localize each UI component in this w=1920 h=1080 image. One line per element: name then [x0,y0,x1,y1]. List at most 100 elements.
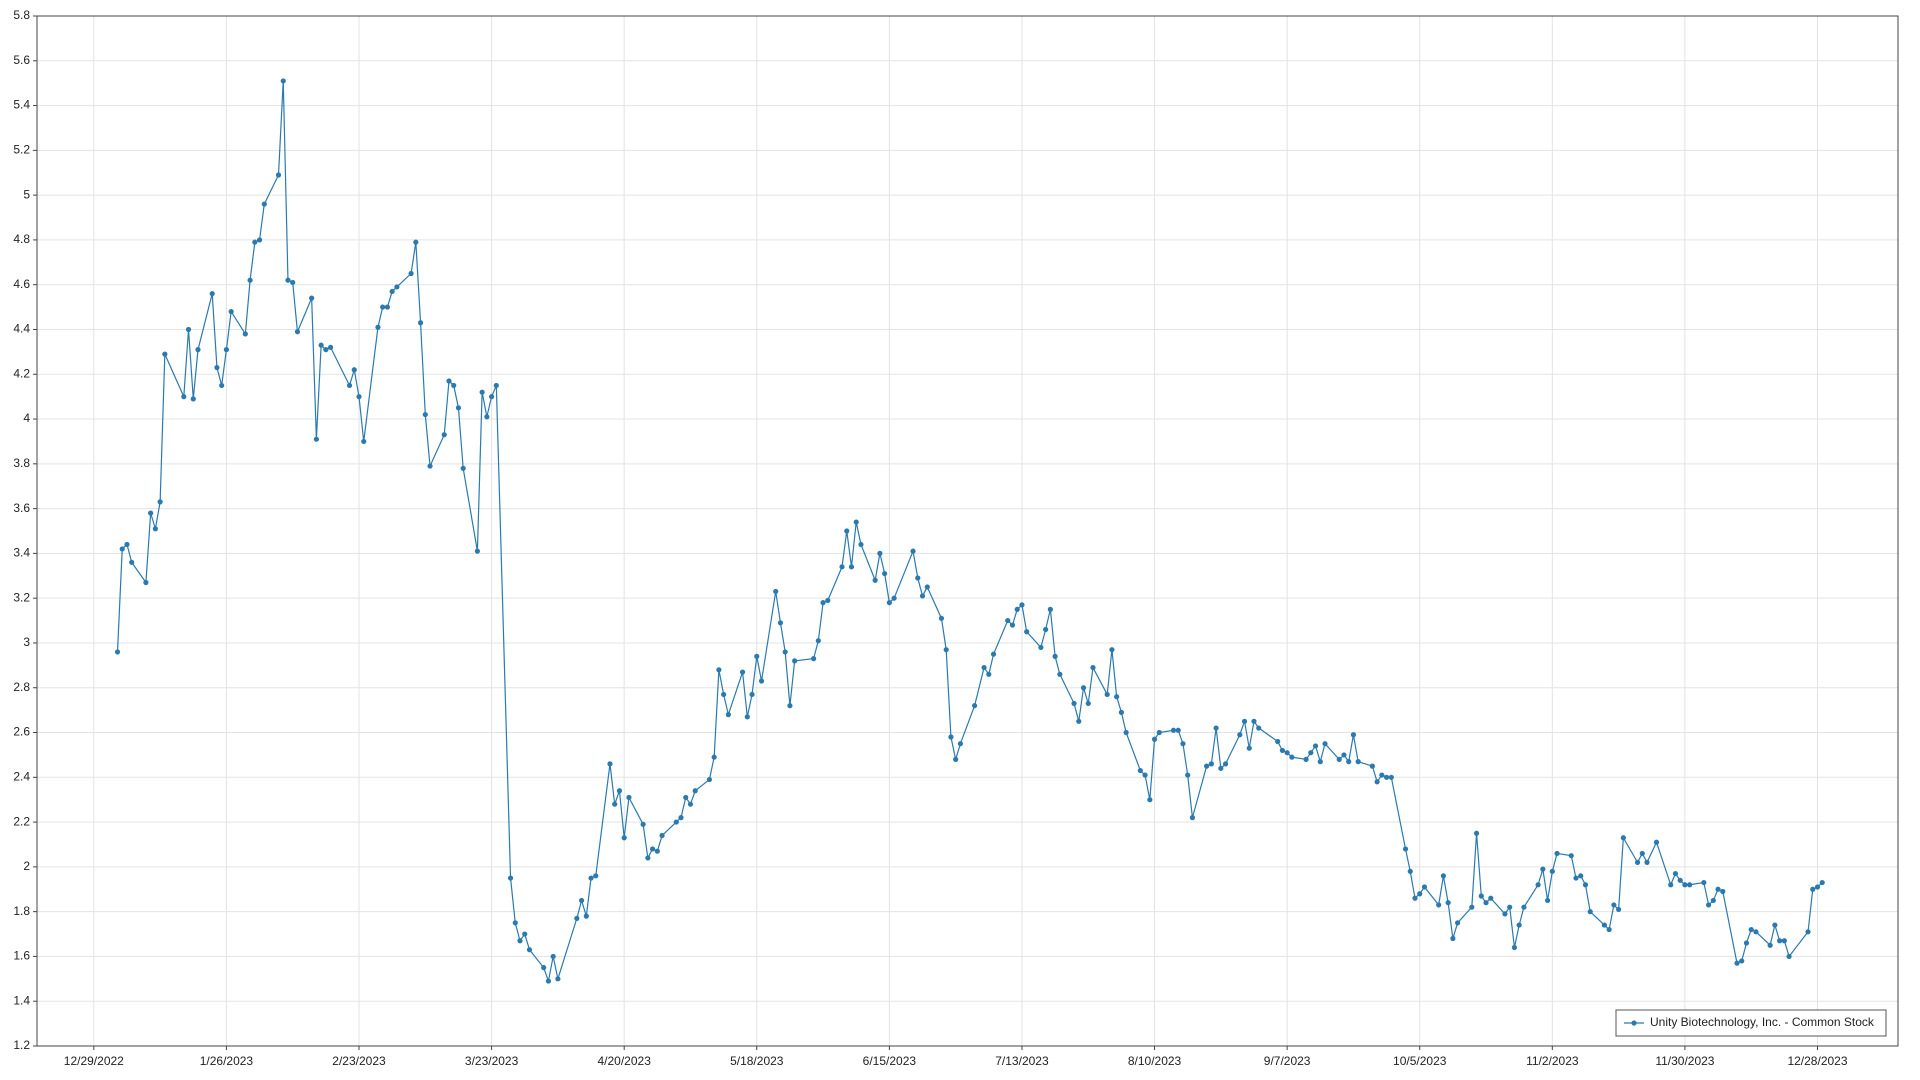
x-tick-label: 8/10/2023 [1128,1054,1182,1068]
data-point [1436,902,1442,908]
data-point [659,832,665,839]
data-point [1578,873,1584,879]
data-point [593,873,599,879]
data-point [649,846,656,852]
data-point [346,382,353,389]
data-point [1814,884,1821,890]
data-point [1289,754,1295,760]
data-point [972,703,978,709]
data-point [910,548,916,554]
data-point [1502,911,1508,917]
data-point [1080,685,1087,691]
data-point [427,463,433,469]
data-point [446,378,452,384]
data-point [181,394,187,400]
data-point [247,277,253,283]
y-tick-label: 3 [23,635,30,649]
y-tick-label: 4.2 [13,366,30,380]
x-tick-label: 10/5/2023 [1393,1054,1447,1068]
data-point [848,564,855,570]
legend-box [1615,1009,1887,1037]
data-point [758,678,765,684]
data-point [678,815,684,821]
data-point [380,304,386,310]
data-point [891,595,897,601]
data-point [493,382,499,389]
data-point [948,734,954,740]
data-point [1137,767,1143,774]
data-point [1218,765,1224,771]
data-point [479,389,485,395]
data-point [811,656,817,662]
data-point [1350,732,1357,738]
data-point [1554,850,1560,857]
data-point [844,528,850,534]
data-point [389,288,395,295]
x-tick-label: 6/15/2023 [863,1054,917,1068]
y-tick-label: 5.4 [13,98,30,112]
data-point [1672,870,1679,877]
data-point [214,364,220,371]
data-point [285,277,291,283]
data-point [957,741,963,747]
data-point [1374,779,1380,785]
data-point [1308,750,1314,756]
y-tick-label: 4.4 [13,322,30,336]
y-tick-label: 1.8 [13,904,30,918]
data-point [1118,709,1124,715]
data-point [394,284,400,290]
data-point [1777,938,1783,944]
data-point [1805,929,1811,935]
x-tick-label: 4/20/2023 [597,1054,651,1068]
data-point [711,754,717,760]
data-point [1748,926,1754,933]
data-point [621,835,627,841]
data-point [1412,895,1418,901]
data-point [1483,900,1489,906]
data-point [1653,839,1660,845]
data-point [1720,888,1726,895]
data-point [1170,727,1177,733]
data-point [725,712,731,718]
data-point [526,947,533,953]
data-point [645,855,651,861]
data-point [1478,893,1484,899]
data-point [507,875,514,881]
data-point [1104,691,1110,698]
x-tick-label: 5/18/2023 [730,1054,784,1068]
data-point [1710,897,1716,904]
data-point [223,347,230,353]
data-point [256,237,263,243]
data-point [323,347,329,353]
data-point [512,920,518,926]
data-point [872,577,878,583]
data-point [919,593,926,599]
data-point [1336,756,1342,762]
data-point [1369,763,1375,769]
y-tick-label: 3.6 [13,501,30,515]
data-point [1251,718,1257,724]
data-point [1379,772,1385,778]
data-point [275,172,282,178]
data-point [716,667,722,673]
data-point [162,351,168,357]
data-point [820,600,826,606]
data-point [114,649,121,655]
data-point [185,326,192,333]
data-point [1052,653,1058,659]
x-tick-label: 2/23/2023 [332,1054,386,1068]
data-point [616,788,623,794]
data-point [1743,940,1750,946]
data-point [351,367,357,373]
data-point [1275,738,1281,745]
data-point [915,575,921,581]
data-point [318,342,324,348]
data-point [455,405,462,411]
data-point [1421,884,1428,890]
data-point [1312,743,1319,749]
data-point [1383,774,1390,780]
data-point [152,526,158,532]
data-point [1175,727,1181,733]
data-point [1611,902,1617,908]
